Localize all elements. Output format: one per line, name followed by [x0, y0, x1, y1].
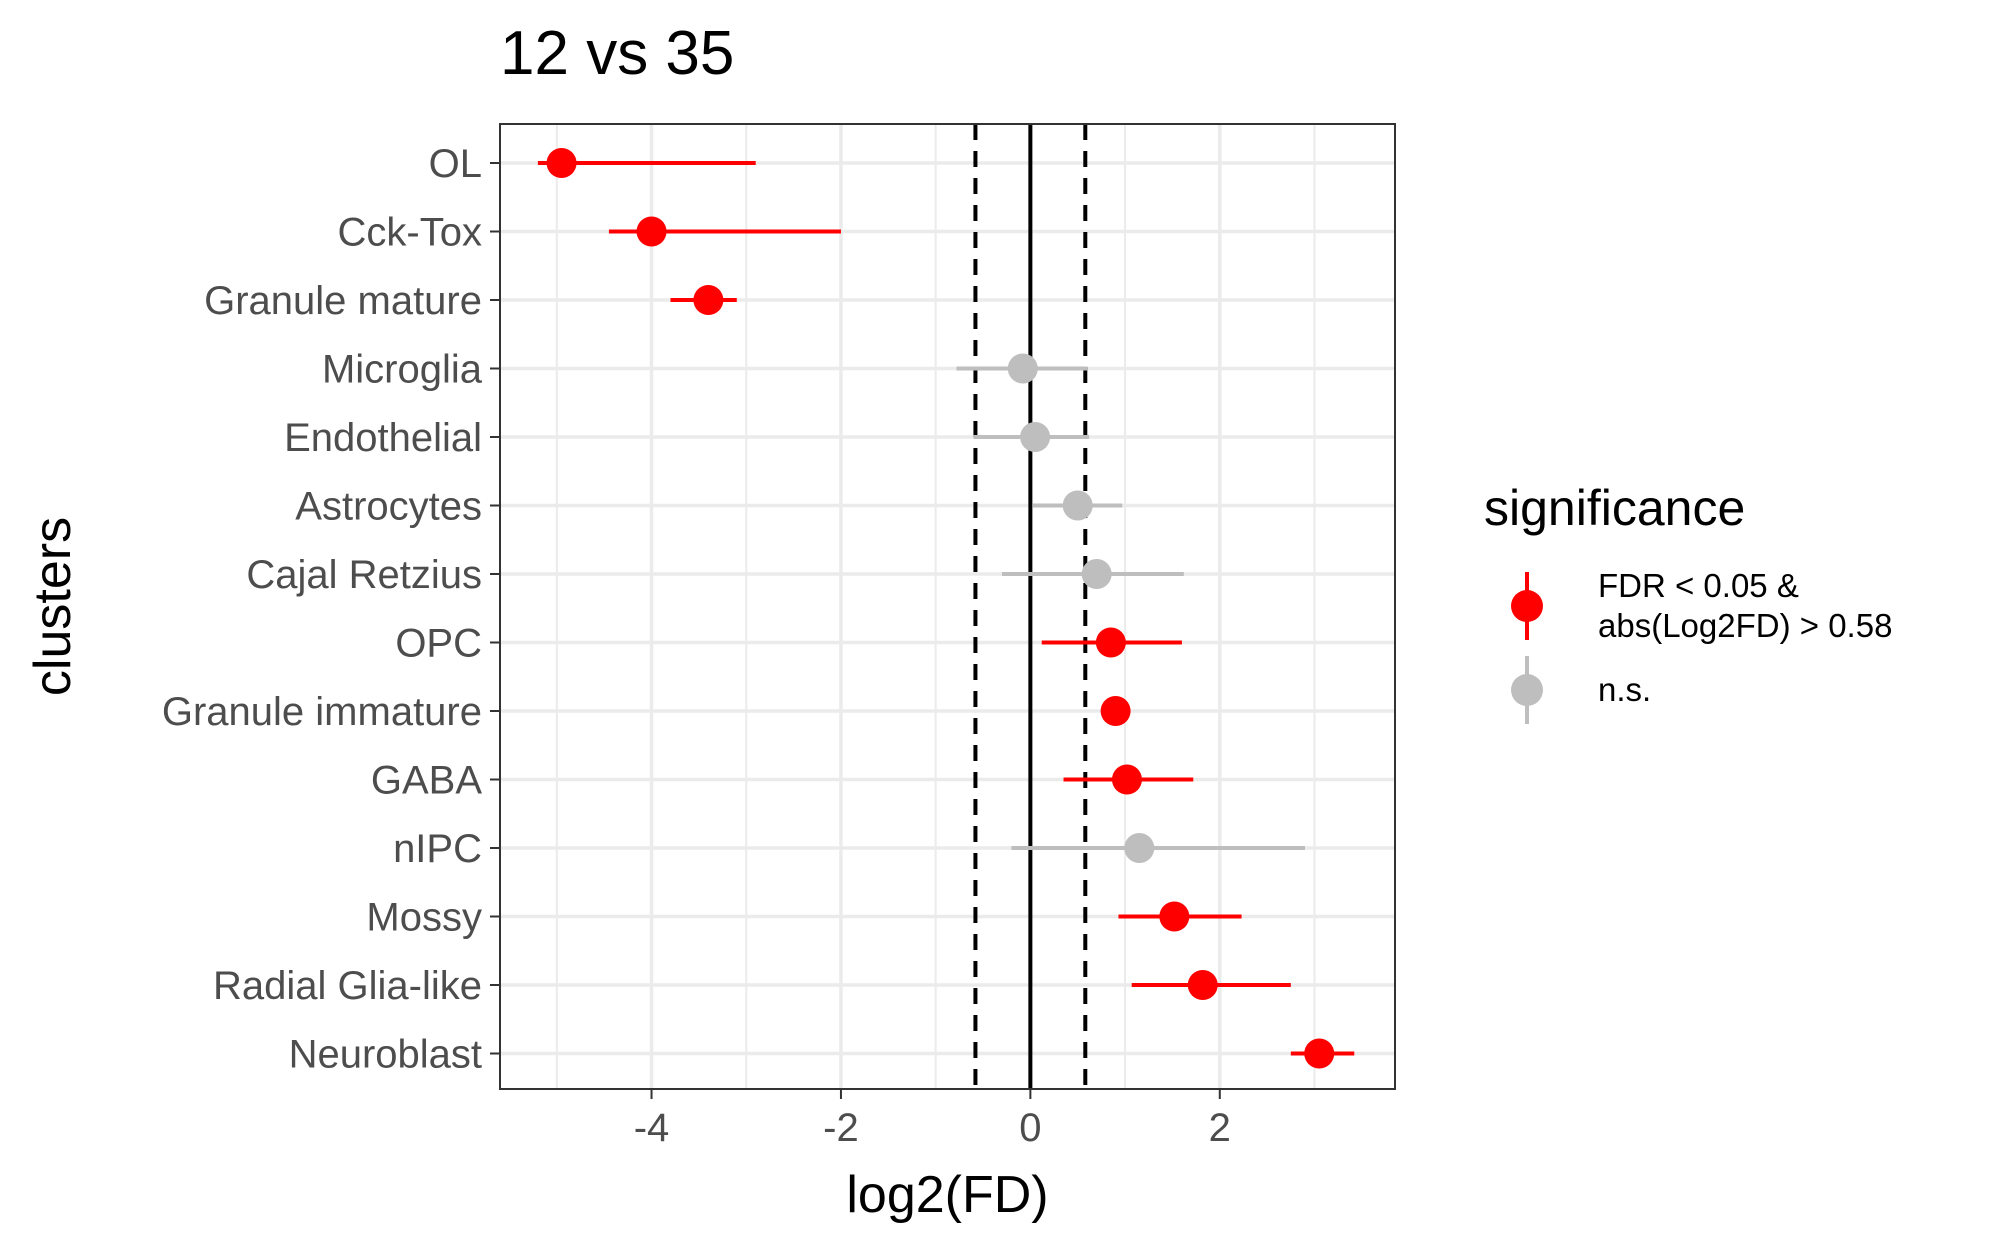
x-axis-title: log2(FD): [846, 1166, 1048, 1224]
x-tick-label: -2: [823, 1106, 859, 1150]
legend-label: n.s.: [1598, 671, 1651, 708]
y-tick-label: Mossy: [366, 896, 482, 940]
legend: significance FDR < 0.05 &abs(Log2FD) > 0…: [1484, 480, 1892, 724]
y-axis-title: clusters: [24, 517, 82, 696]
y-tick-label: Cck-Tox: [338, 211, 482, 255]
legend-label: FDR < 0.05 &: [1598, 567, 1799, 604]
plot-panel-border: [499, 123, 1396, 1090]
legend-item: FDR < 0.05 &abs(Log2FD) > 0.58: [1511, 567, 1892, 644]
legend-key-point: [1511, 590, 1543, 622]
data-point: [1020, 422, 1051, 452]
y-tick-label: OPC: [395, 622, 482, 666]
data-point: [636, 216, 667, 247]
y-tick-label: GABA: [371, 759, 482, 803]
data-point: [1081, 559, 1112, 589]
y-tick-label: Microglia: [322, 348, 483, 392]
y-tick-label: nIPC: [393, 827, 482, 871]
plot-panel: [500, 124, 1395, 1089]
chart-title: 12 vs 35: [500, 19, 734, 88]
data-point: [1159, 901, 1190, 932]
legend-title: significance: [1484, 480, 1745, 536]
y-axis: OL Cck-Tox Granule mature Microglia Endothel…: [162, 142, 500, 1077]
y-tick-label: Radial Glia-like: [213, 964, 482, 1008]
data-point: [546, 148, 577, 178]
x-axis: -4 -2 0 2: [634, 1089, 1231, 1150]
data-points: [537, 148, 1355, 1069]
data-point: [1111, 764, 1142, 795]
data-point: [1095, 627, 1126, 658]
data-point: [1304, 1038, 1335, 1069]
y-tick-label: Endothelial: [284, 416, 482, 460]
reference-lines: [973, 124, 1088, 1089]
data-point: [1007, 353, 1038, 384]
data-point: [1124, 833, 1155, 863]
data-point: [1100, 696, 1131, 726]
y-tick-label: Astrocytes: [295, 485, 482, 529]
data-point: [693, 285, 724, 315]
x-tick-label: -4: [634, 1106, 670, 1150]
y-tick-label: OL: [429, 142, 482, 186]
y-tick-label: Granule mature: [204, 279, 482, 323]
legend-key-point: [1511, 674, 1543, 706]
y-tick-label: Cajal Retzius: [246, 553, 482, 597]
legend-item: n.s.: [1511, 656, 1651, 724]
y-tick-label: Neuroblast: [289, 1033, 482, 1077]
y-tick-label: Granule immature: [162, 690, 482, 734]
legend-label: abs(Log2FD) > 0.58: [1598, 607, 1892, 644]
data-point: [1062, 490, 1093, 521]
x-tick-label: 0: [1019, 1106, 1041, 1150]
x-tick-label: 2: [1209, 1106, 1231, 1150]
data-point: [1187, 970, 1218, 1000]
